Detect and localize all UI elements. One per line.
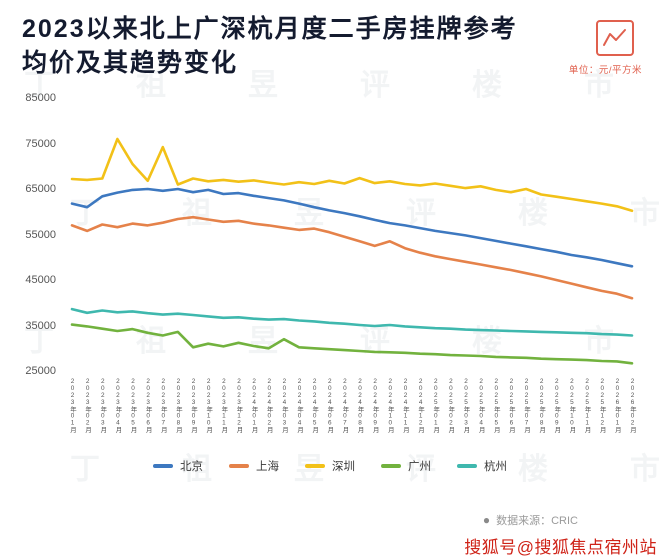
x-tick-label: 2024年08月 <box>356 378 364 433</box>
x-tick-label: 2024年07月 <box>341 378 349 433</box>
x-tick-label: 2024年02月 <box>265 378 273 433</box>
x-tick-label: 2023年02月 <box>84 378 92 433</box>
x-tick-label: 2025年07月 <box>523 378 531 433</box>
sohu-red-watermark: 搜狐号@搜狐焦点宿州站 <box>464 538 657 557</box>
legend-line-swatch <box>381 464 401 468</box>
x-tick-label: 2023年08月 <box>174 378 182 433</box>
data-source: ● 数据来源：CRIC <box>483 512 578 528</box>
y-tick-label: 45000 <box>25 274 56 286</box>
x-tick-label: 2024年09月 <box>371 378 379 433</box>
legend-line-swatch <box>305 464 325 468</box>
legend-label: 杭州 <box>484 461 507 473</box>
x-tick-label: 2026年01月 <box>613 378 621 433</box>
legend-item-深圳: 深圳 <box>305 458 355 474</box>
x-tick-label: 2023年12月 <box>235 378 243 433</box>
legend-item-杭州: 杭州 <box>457 458 507 474</box>
x-tick-label: 2023年04月 <box>114 378 122 433</box>
x-tick-label: 2025年05月 <box>492 378 500 433</box>
series-line-北京 <box>70 187 634 268</box>
x-tick-label: 2023年06月 <box>144 378 152 433</box>
x-tick-label: 2023年01月 <box>69 378 76 433</box>
x-tick-label: 2024年11月 <box>401 378 409 433</box>
data-source-text: 数据来源：CRIC <box>496 515 578 527</box>
x-tick-label: 2024年01月 <box>250 378 258 433</box>
x-tick-label: 2025年09月 <box>553 378 561 433</box>
chart-legend: 北京 上海 深圳 广州 杭州 <box>0 458 660 474</box>
bullet-icon: ● <box>482 513 491 527</box>
x-tick-label: 2024年04月 <box>296 378 304 433</box>
x-tick-label: 2023年03月 <box>99 378 107 433</box>
series-line-深圳 <box>70 137 634 213</box>
legend-label: 深圳 <box>332 461 355 473</box>
y-tick-label: 75000 <box>25 137 56 150</box>
x-tick-label: 2025年12月 <box>598 378 606 433</box>
x-tick-label: 2023年09月 <box>190 378 198 433</box>
page-title-line1: 2023以来北上广深杭月度二手房挂牌参考 <box>22 15 518 43</box>
x-tick-label: 2024年03月 <box>280 378 288 433</box>
series-line-上海 <box>70 215 634 300</box>
x-tick-label: 2024年06月 <box>326 378 334 433</box>
legend-item-广州: 广州 <box>381 458 431 474</box>
x-tick-label: 2024年10月 <box>386 378 394 433</box>
legend-line-swatch <box>457 464 477 468</box>
legend-label: 广州 <box>408 461 431 473</box>
legend-label: 上海 <box>256 461 279 473</box>
plot-area <box>70 137 634 365</box>
x-tick-label: 2025年04月 <box>477 378 485 433</box>
x-tick-label: 2023年07月 <box>159 378 167 433</box>
page-title-line2: 均价及其趋势变化 <box>22 49 239 77</box>
x-tick-label: 2025年11月 <box>583 378 591 433</box>
legend-item-上海: 上海 <box>229 458 279 474</box>
y-tick-label: 65000 <box>25 183 56 195</box>
y-tick-label: 55000 <box>25 228 56 241</box>
legend-line-swatch <box>153 464 173 468</box>
x-tick-label: 2025年10月 <box>568 378 576 433</box>
y-tick-label: 35000 <box>25 319 56 332</box>
unit-label: 单位：元/平方米 <box>568 65 642 76</box>
x-tick-label: 2023年05月 <box>129 378 137 433</box>
series-line-杭州 <box>70 307 634 337</box>
x-tick-label: 2025年01月 <box>432 378 440 433</box>
x-tick-label: 2023年11月 <box>220 378 228 433</box>
x-tick-label: 2024年12月 <box>417 378 425 433</box>
x-tick-label: 2025年06月 <box>507 378 515 433</box>
series-line-广州 <box>70 323 634 365</box>
x-tick-label: 2025年08月 <box>538 378 546 433</box>
page-title: 2023以来北上广深杭月度二手房挂牌参考 均价及其趋势变化 <box>22 12 518 80</box>
zigzag-line-icon <box>603 29 626 46</box>
legend-item-北京: 北京 <box>153 458 203 474</box>
y-tick-label: 85000 <box>25 92 56 104</box>
trend-chart-icon <box>596 20 634 56</box>
y-tick-label: 25000 <box>25 365 56 377</box>
x-tick-label: 2025年02月 <box>447 378 455 433</box>
legend-line-swatch <box>229 464 249 468</box>
x-tick-label: 2024年05月 <box>311 378 319 433</box>
x-tick-label: 2026年02月 <box>629 378 636 433</box>
x-tick-label: 2023年10月 <box>205 378 213 433</box>
legend-label: 北京 <box>180 461 203 473</box>
x-tick-label: 2025年03月 <box>462 378 470 433</box>
